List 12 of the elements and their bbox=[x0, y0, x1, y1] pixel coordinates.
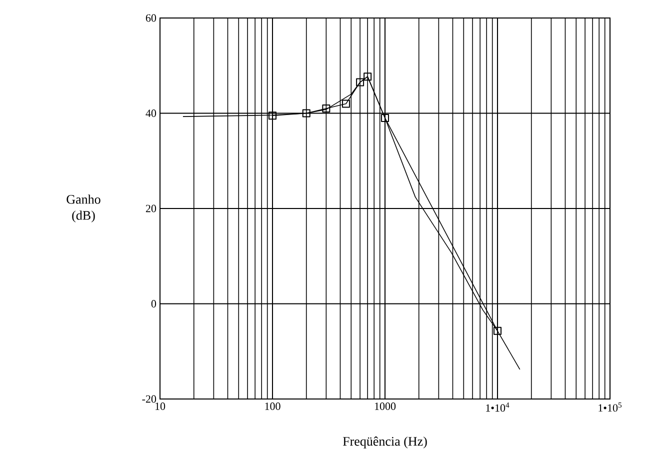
x-tick-label: 1000 bbox=[374, 402, 396, 410]
y-tick-label: 20 bbox=[146, 204, 156, 212]
y-tick-label: -20 bbox=[142, 395, 156, 403]
x-tick-label: 100 bbox=[265, 402, 280, 410]
y-tick-label: 0 bbox=[151, 300, 156, 308]
y-axis-title: Ganho (dB) bbox=[66, 194, 100, 222]
x-tick-label: 1•10$^{4}$ bbox=[486, 402, 510, 412]
x-tick-label: 10 bbox=[155, 402, 166, 410]
y-tick-label: 40 bbox=[146, 110, 156, 117]
x-tick-label: 1•10$^{5}$ bbox=[598, 402, 622, 412]
y-tick-label: 60 bbox=[146, 14, 156, 22]
x-axis-title: Freqüência (Hz) bbox=[342, 436, 427, 448]
